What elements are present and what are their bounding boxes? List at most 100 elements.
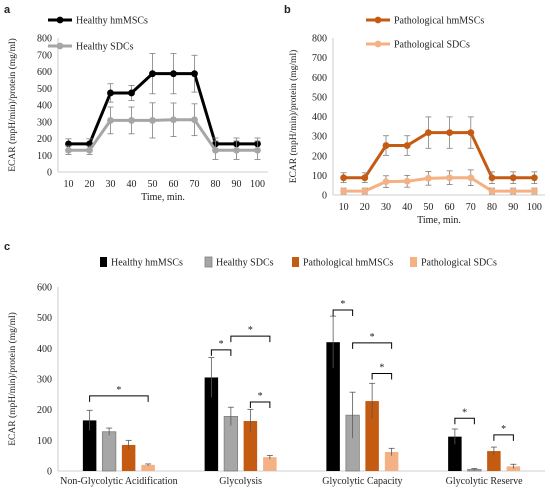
significance-bracket — [230, 335, 271, 343]
x-tick-label: 80 — [487, 202, 497, 213]
category-label: Non-Glycolytic Acidification — [60, 476, 177, 487]
category-label: Glycolytic Capacity — [322, 476, 402, 487]
y-tick-label: 300 — [37, 117, 52, 128]
data-point — [382, 142, 390, 149]
significance-star: * — [370, 332, 375, 343]
legend-label: Pathological hmMSCs — [394, 16, 484, 27]
significance-bracket — [493, 434, 514, 441]
x-tick-label: 90 — [232, 179, 242, 190]
significance-bracket — [210, 349, 232, 356]
x-tick-label: 20 — [85, 179, 95, 190]
y-tick-label: 100 — [37, 151, 52, 162]
category-label: Glycolytic Reserve — [446, 476, 523, 487]
bar — [365, 401, 379, 471]
x-tick-label: 90 — [508, 202, 518, 213]
legend-label: Healthy hmMSCs — [111, 258, 183, 269]
data-point — [149, 117, 156, 124]
x-tick-label: 80 — [211, 179, 221, 190]
y-tick-label: 800 — [37, 34, 52, 45]
significance-bracket — [249, 401, 271, 408]
significance-star: * — [501, 424, 506, 435]
y-tick-label: 600 — [312, 73, 327, 84]
y-tick-label: 200 — [37, 405, 52, 416]
data-point — [340, 187, 347, 195]
x-tick-label: 10 — [339, 202, 349, 213]
legend-marker — [56, 42, 64, 50]
data-point — [382, 178, 390, 186]
data-point — [107, 89, 114, 97]
data-point — [170, 70, 177, 78]
data-point — [361, 174, 369, 182]
data-point — [467, 174, 475, 182]
data-point — [488, 174, 496, 182]
data-point — [509, 174, 517, 182]
y-tick-label: 700 — [312, 53, 327, 64]
series-line — [343, 131, 535, 180]
data-point — [191, 116, 198, 124]
bar — [121, 444, 136, 471]
bar — [101, 431, 117, 472]
x-axis-label: Time, min. — [417, 215, 461, 226]
x-tick-label: 50 — [148, 179, 158, 190]
x-axis-label: Time, min. — [141, 192, 185, 203]
y-tick-label: 500 — [37, 313, 52, 324]
series-line — [343, 176, 535, 193]
data-point — [86, 146, 93, 154]
x-tick-label: 30 — [106, 179, 116, 190]
significance-bracket — [454, 417, 475, 425]
x-tick-label: 60 — [169, 179, 179, 190]
legend-swatch — [204, 256, 213, 268]
bar — [204, 377, 219, 471]
data-point — [128, 89, 135, 97]
bar — [448, 436, 462, 471]
x-tick-label: 10 — [64, 179, 74, 190]
y-axis-label: ECAR (mpH/min)/protein (mg/ml) — [288, 50, 299, 184]
data-point — [170, 116, 177, 124]
bar — [82, 420, 97, 471]
data-point — [403, 177, 411, 185]
significance-star: * — [462, 407, 467, 418]
legend-label: Pathological SDCs — [421, 258, 497, 269]
data-point — [212, 146, 219, 154]
bar — [487, 451, 501, 471]
data-point — [65, 146, 72, 154]
x-tick-label: 40 — [402, 202, 412, 213]
significance-star: * — [258, 391, 263, 402]
y-tick-label: 800 — [312, 34, 327, 45]
y-tick-label: 700 — [37, 50, 52, 61]
bar — [326, 342, 340, 471]
legend-swatch — [100, 257, 107, 267]
legend-label: Healthy hmMSCs — [76, 16, 148, 27]
y-tick-label: 400 — [37, 101, 52, 112]
bar — [141, 464, 155, 471]
y-tick-label: 500 — [37, 84, 52, 95]
x-tick-label: 70 — [190, 179, 200, 190]
bar — [384, 451, 399, 471]
y-tick-label: 600 — [37, 283, 52, 294]
significance-bracket — [89, 395, 149, 402]
series-line — [68, 118, 258, 152]
data-point — [488, 187, 496, 195]
y-tick-label: 400 — [312, 112, 327, 123]
x-tick-label: 30 — [381, 202, 391, 213]
y-tick-label: 300 — [37, 375, 52, 386]
y-tick-label: 0 — [47, 168, 52, 179]
legend-label: Pathological SDCs — [394, 40, 470, 51]
chart-c: 0 100 200 300 400 500 600 Non-Glycolytic Acidif… — [7, 256, 545, 487]
y-tick-label: 400 — [37, 344, 52, 355]
y-tick-label: 0 — [47, 467, 52, 478]
data-point — [467, 129, 475, 136]
data-point — [340, 174, 347, 182]
x-tick-label: 100 — [527, 202, 542, 213]
data-point — [425, 174, 432, 182]
y-tick-label: 0 — [322, 191, 327, 202]
data-point — [107, 117, 114, 124]
x-tick-label: 40 — [127, 179, 137, 190]
significance-star: * — [116, 385, 121, 396]
data-point — [233, 146, 240, 154]
significance-bracket — [332, 309, 354, 316]
panel-letter-c: c — [4, 241, 10, 253]
y-tick-label: 200 — [37, 134, 52, 145]
y-tick-label: 100 — [312, 171, 327, 182]
y-axis-label: ECAR (mpH/min)/protein (mg/ml) — [7, 38, 18, 172]
